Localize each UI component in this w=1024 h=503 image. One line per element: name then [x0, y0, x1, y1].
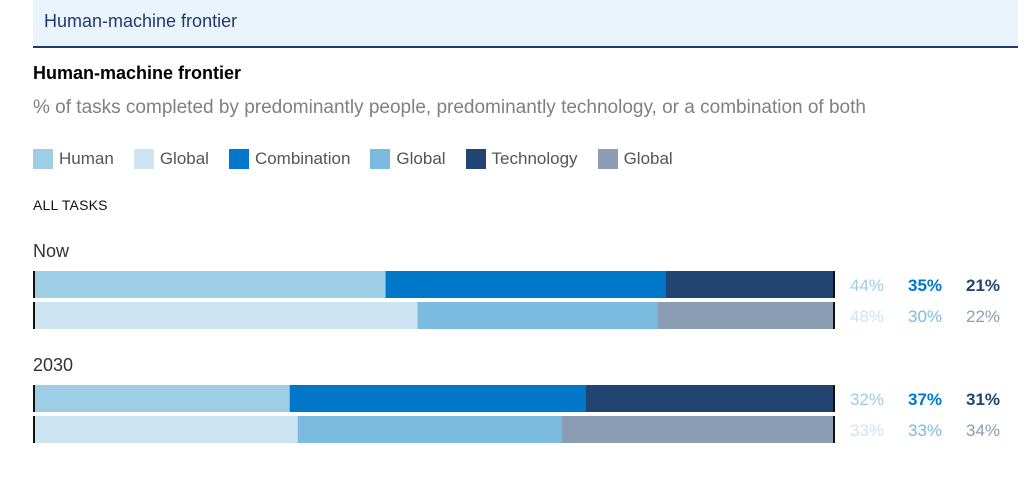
bar-baseline [33, 385, 35, 412]
bar-segment-human [34, 385, 290, 412]
bar-endline [833, 385, 835, 412]
data-label-human: 44% [850, 276, 884, 295]
legend-label: Technology [491, 149, 578, 168]
group-label-2030: 2030 [33, 355, 74, 375]
legend-swatch [133, 149, 154, 169]
legend-swatch [370, 149, 391, 169]
legend-swatch [465, 149, 486, 169]
legend-label: Global [623, 149, 673, 168]
legend-item-global-combination: Global [370, 149, 446, 169]
data-label-technology-global: 34% [966, 421, 1000, 440]
legend-swatch [597, 149, 618, 169]
legend-label: Human [59, 149, 114, 168]
data-label-technology: 21% [966, 276, 1000, 295]
chart-subtitle: % of tasks completed by predominantly pe… [33, 97, 866, 118]
legend: Human Global Combination Global Technolo… [33, 149, 693, 169]
bar-baseline [33, 416, 35, 443]
legend-item-combination: Combination [228, 149, 351, 169]
legend-item-technology: Technology [465, 149, 578, 169]
data-label-human: 32% [850, 390, 884, 409]
data-label-human-global: 33% [850, 421, 884, 440]
legend-swatch [228, 149, 249, 169]
bar-segment-human-global [34, 302, 418, 329]
legend-label: Global [159, 149, 209, 168]
bar-segment-combination-global [417, 302, 658, 329]
data-label-combination-global: 30% [908, 307, 942, 326]
group-label-now: Now [33, 241, 70, 261]
bar-segment-combination [385, 271, 666, 298]
legend-label: Global [396, 149, 446, 168]
bar-segment-technology-global [657, 302, 833, 329]
header-title: Human-machine frontier [44, 11, 238, 31]
legend-label: Combination [254, 149, 351, 168]
bar-segment-technology [585, 385, 833, 412]
bar-endline [833, 302, 835, 329]
bar-segment-human-global [34, 416, 298, 443]
bar-segment-technology [665, 271, 833, 298]
bar-baseline [33, 271, 35, 298]
data-label-human-global: 48% [850, 307, 884, 326]
bar-endline [833, 271, 835, 298]
header-band: Human-machine frontier [33, 0, 1018, 48]
bar-baseline [33, 302, 35, 329]
bar-segment-technology-global [561, 416, 833, 443]
bar-segment-combination-global [297, 416, 562, 443]
section-label: ALL TASKS [33, 197, 108, 213]
legend-swatch [33, 149, 53, 169]
data-label-combination-global: 33% [908, 421, 942, 440]
bar-segment-human [34, 271, 386, 298]
bar-segment-combination [289, 385, 586, 412]
legend-item-human: Human [33, 149, 114, 169]
data-label-technology: 31% [966, 390, 1000, 409]
bar-endline [833, 416, 835, 443]
data-label-combination: 35% [908, 276, 942, 295]
data-label-technology-global: 22% [966, 307, 1000, 326]
legend-item-global-technology: Global [597, 149, 673, 169]
chart-title: Human-machine frontier [33, 63, 242, 83]
data-label-combination: 37% [908, 390, 942, 409]
legend-item-global-human: Global [133, 149, 209, 169]
